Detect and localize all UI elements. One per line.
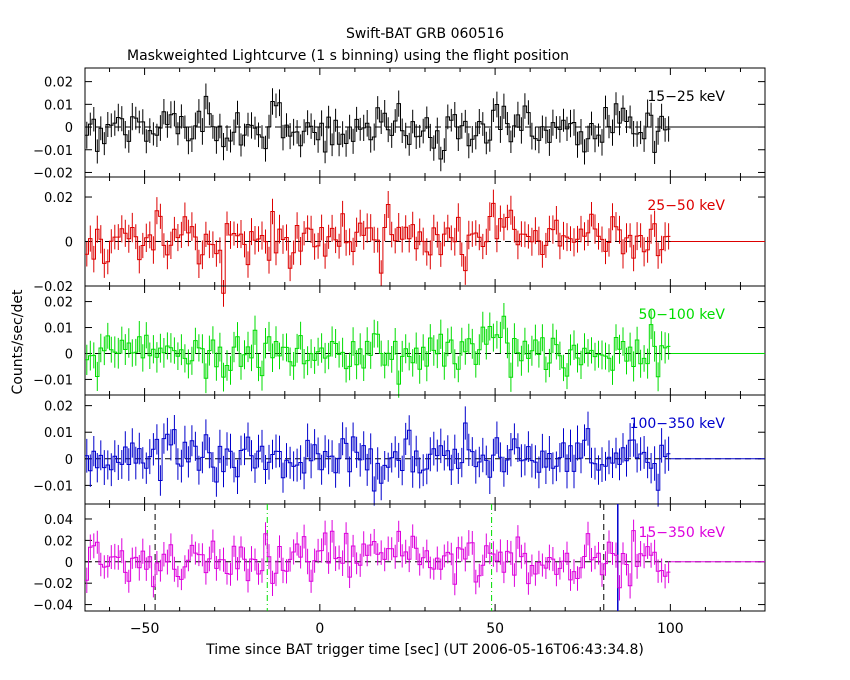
chart-title: Swift-BAT GRB 060516 bbox=[346, 26, 504, 42]
lightcurve-series bbox=[85, 422, 671, 492]
panel-2: 0.02 0 −0.02 25−50 keV bbox=[33, 176, 766, 307]
band-label: 15−25 keV bbox=[647, 89, 725, 105]
y-tick-label: −0.04 bbox=[33, 599, 73, 614]
y-tick-label: 0.01 bbox=[44, 322, 73, 337]
y-tick-label: 0.01 bbox=[44, 426, 73, 441]
y-tick-label: 0.02 bbox=[44, 534, 73, 549]
x-tick-label: 50 bbox=[486, 621, 504, 637]
x-tick-label: −50 bbox=[130, 621, 160, 637]
x-tick-label: 0 bbox=[315, 621, 324, 637]
y-tick-label: −0.01 bbox=[33, 373, 73, 388]
lightcurve-series bbox=[85, 315, 671, 385]
y-tick-label: 0.02 bbox=[44, 400, 73, 415]
y-tick-label: 0.01 bbox=[44, 98, 73, 113]
x-tick-label: 100 bbox=[657, 621, 684, 637]
y-tick-label: −0.02 bbox=[33, 577, 73, 592]
y-tick-label: −0.02 bbox=[33, 280, 73, 295]
x-axis-label: Time since BAT trigger time [sec] (UT 20… bbox=[205, 642, 644, 658]
y-tick-label: 0.02 bbox=[44, 296, 73, 311]
lightcurve-series bbox=[85, 202, 671, 294]
panel-5: 0.04 0.02 0 −0.02 −0.04 15−350 keV bbox=[33, 503, 766, 614]
y-tick-label: −0.01 bbox=[33, 479, 73, 494]
band-label: 50−100 keV bbox=[638, 307, 725, 323]
band-label: 100−350 keV bbox=[630, 416, 726, 432]
band-label: 25−50 keV bbox=[647, 198, 725, 214]
y-tick-label: 0 bbox=[65, 236, 73, 251]
band-label: 15−350 keV bbox=[638, 525, 725, 541]
chart-subtitle: Maskweighted Lightcurve (1 s binning) us… bbox=[127, 48, 569, 64]
panels-group: 0.02 0.01 0 −0.01 −0.02 15−25 keV 0.02 0 −0.02 25… bbox=[33, 67, 766, 637]
panel-1: 0.02 0.01 0 −0.01 −0.02 15−25 keV bbox=[33, 67, 766, 181]
y-tick-label: −0.01 bbox=[33, 144, 73, 159]
y-tick-label: 0.02 bbox=[44, 191, 73, 206]
y-tick-label: 0.04 bbox=[44, 513, 73, 528]
y-tick-label: 0 bbox=[65, 347, 73, 362]
lightcurve-series bbox=[85, 95, 671, 160]
y-tick-label: −0.02 bbox=[33, 166, 73, 181]
panel-3: 0.02 0.01 0 −0.01 50−100 keV bbox=[33, 285, 766, 398]
lightcurve-series bbox=[85, 530, 671, 589]
y-tick-label: 0.02 bbox=[44, 76, 73, 91]
y-axis-label: Counts/sec/det bbox=[10, 289, 26, 394]
y-tick-label: 0 bbox=[65, 556, 73, 571]
y-tick-label: 0 bbox=[65, 453, 73, 468]
y-tick-label: 0 bbox=[65, 121, 73, 136]
